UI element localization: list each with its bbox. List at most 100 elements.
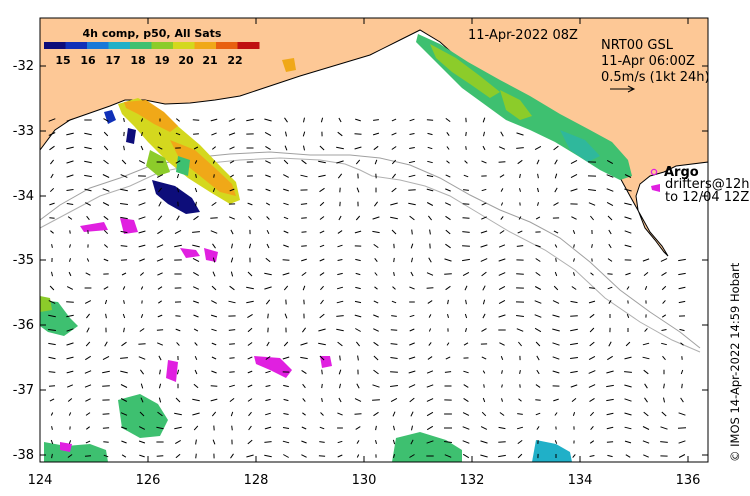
current-vector — [49, 398, 55, 402]
current-vector — [174, 229, 182, 235]
current-vector — [157, 215, 163, 221]
current-vector — [482, 313, 486, 319]
current-vector — [265, 145, 271, 151]
current-vector — [409, 147, 415, 149]
current-vector — [678, 258, 686, 262]
current-vector — [661, 342, 667, 346]
current-vector — [193, 383, 199, 389]
current-vector — [588, 202, 596, 206]
current-vector — [66, 160, 74, 164]
legend-label: 19 — [154, 54, 169, 67]
current-vector — [678, 300, 686, 304]
current-vector — [589, 341, 595, 347]
current-vector — [66, 356, 74, 360]
current-vector — [408, 189, 416, 191]
current-vector — [624, 188, 632, 192]
current-vector — [337, 259, 343, 261]
current-vector — [140, 145, 144, 151]
current-vector — [158, 383, 162, 389]
current-vector — [393, 271, 395, 277]
current-vector — [606, 412, 614, 416]
current-vector — [606, 398, 614, 402]
current-vector — [445, 188, 451, 192]
current-vector — [356, 187, 360, 193]
current-vector — [445, 229, 451, 235]
current-vector — [120, 203, 128, 205]
current-vector — [409, 286, 415, 290]
current-vector — [536, 426, 540, 430]
current-vector — [212, 160, 216, 164]
current-vector — [211, 300, 217, 304]
current-vector — [535, 399, 541, 401]
current-vector — [552, 370, 560, 374]
current-vector — [498, 244, 506, 248]
current-vector — [338, 369, 342, 375]
current-vector — [318, 174, 326, 178]
current-vector — [265, 385, 271, 387]
current-vector — [66, 174, 74, 178]
current-vector — [139, 454, 145, 458]
current-vector — [85, 272, 91, 276]
current-vector — [391, 118, 397, 122]
current-vector — [247, 398, 253, 402]
current-vector — [229, 398, 235, 402]
current-vector — [229, 160, 235, 164]
current-vector — [211, 342, 217, 346]
current-vector — [390, 357, 398, 359]
current-vector — [211, 370, 217, 374]
current-vector — [194, 342, 198, 346]
current-vector — [536, 369, 540, 375]
current-vector — [426, 272, 434, 276]
current-vector — [570, 370, 578, 374]
current-vector — [157, 229, 163, 235]
current-vector — [66, 189, 74, 191]
current-vector — [103, 131, 109, 137]
current-vector — [122, 313, 126, 319]
current-vector — [139, 272, 145, 276]
current-vector — [642, 342, 650, 346]
current-vector — [210, 385, 218, 387]
current-vector — [192, 286, 200, 290]
current-vector — [445, 174, 451, 178]
current-vector — [84, 174, 92, 178]
current-vector — [373, 314, 379, 318]
current-vector — [374, 257, 378, 263]
current-vector — [247, 342, 253, 346]
current-vector — [373, 369, 379, 375]
current-vector — [120, 412, 128, 416]
current-vector — [427, 132, 433, 136]
current-vector — [140, 383, 144, 389]
current-vector — [156, 244, 164, 248]
current-vector — [463, 189, 469, 191]
current-vector — [283, 230, 289, 234]
current-vector — [553, 285, 559, 291]
current-vector — [374, 272, 378, 276]
current-vector — [319, 313, 325, 319]
x-tick-label: 134 — [568, 473, 593, 488]
current-vector — [247, 370, 253, 374]
current-vector — [589, 455, 595, 457]
current-vector — [446, 132, 450, 136]
current-vector — [230, 257, 234, 263]
current-vector — [265, 398, 271, 402]
current-vector — [606, 188, 614, 192]
current-vector — [462, 426, 470, 430]
current-vector — [572, 412, 576, 416]
current-vector — [157, 314, 163, 318]
current-vector — [300, 203, 308, 205]
current-vector — [103, 145, 109, 151]
current-vector — [228, 118, 236, 122]
current-vector — [302, 398, 306, 402]
current-vector — [121, 341, 127, 347]
current-vector — [355, 426, 361, 430]
current-vector — [498, 258, 506, 262]
current-vector — [462, 258, 470, 262]
legend-color-swatch — [108, 42, 131, 49]
current-vector — [138, 244, 146, 248]
current-vector — [570, 159, 578, 165]
current-vector — [84, 300, 92, 304]
current-vector — [158, 187, 162, 193]
current-vector — [535, 271, 541, 277]
current-vector — [265, 299, 271, 305]
current-vector — [123, 300, 125, 304]
